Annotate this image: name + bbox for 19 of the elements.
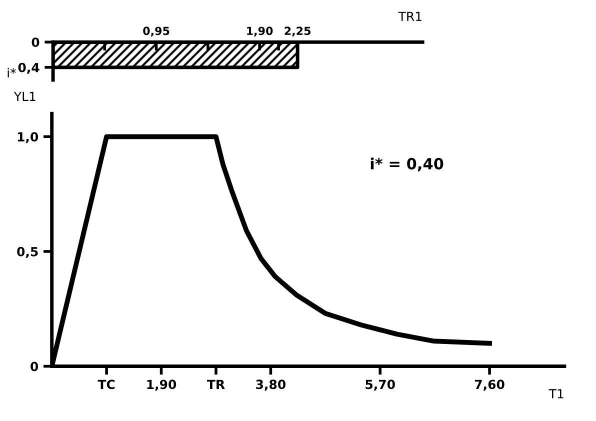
x-tick-label: 2,25 bbox=[284, 26, 311, 37]
x-axis-title: T1 bbox=[548, 389, 564, 398]
x-tick-label: TR bbox=[206, 380, 225, 389]
x-tick-label: TC bbox=[98, 380, 115, 390]
y-tick-label: 0 bbox=[32, 38, 40, 48]
x-axis-title: TR1 bbox=[398, 12, 422, 21]
x-tick-label: 1,90 bbox=[147, 380, 176, 391]
x-tick-label: 5,70 bbox=[366, 380, 395, 391]
y-axis-title: i* bbox=[8, 68, 16, 78]
y-tick-label: 1,0 bbox=[18, 132, 38, 144]
y-axis-title: YL1 bbox=[14, 92, 36, 101]
x-tick-label: 0,95 bbox=[143, 26, 170, 37]
y-tick-label: 0,5 bbox=[17, 246, 38, 258]
y-tick-label: 0,4 bbox=[18, 62, 40, 74]
y-tick-label: 0 bbox=[30, 362, 38, 372]
annotation: i* = 0,40 bbox=[370, 158, 444, 172]
x-tick-label: 7,60 bbox=[474, 380, 504, 391]
x-tick-label: 1,90 bbox=[247, 26, 273, 37]
x-tick-label: 3,80 bbox=[256, 380, 286, 391]
